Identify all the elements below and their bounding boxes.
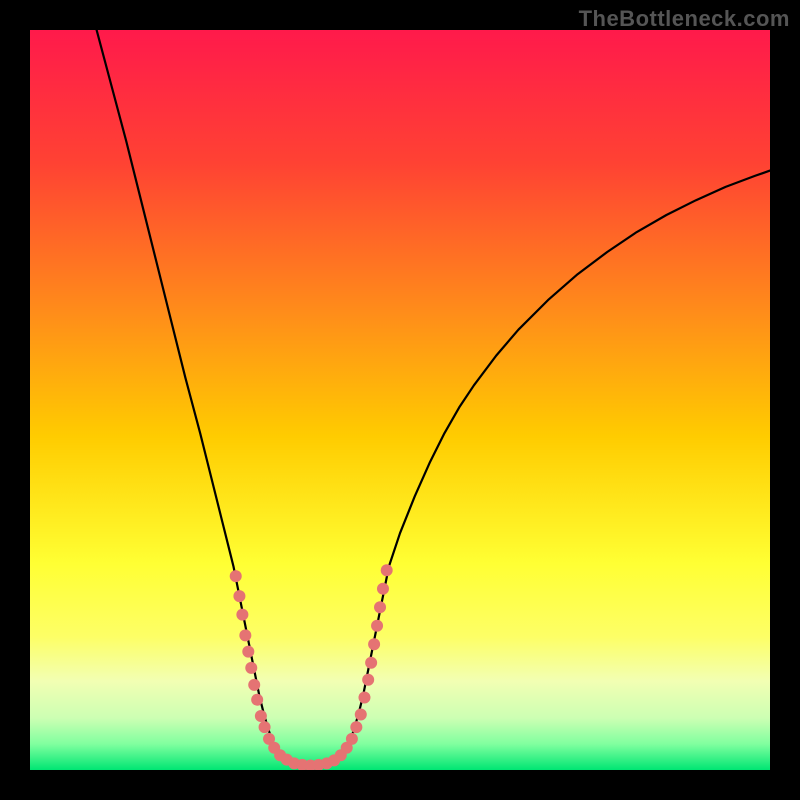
highlight-dot <box>239 629 251 641</box>
highlight-dot <box>346 733 358 745</box>
highlight-dot <box>236 609 248 621</box>
highlight-dot <box>362 674 374 686</box>
highlight-dot <box>355 709 367 721</box>
highlight-dot <box>230 570 242 582</box>
highlight-dot <box>371 620 383 632</box>
highlight-dot <box>242 646 254 658</box>
highlight-dot <box>251 694 263 706</box>
gradient-background <box>30 30 770 770</box>
plot-area <box>30 30 770 770</box>
chart-svg <box>30 30 770 770</box>
highlight-dot <box>245 662 257 674</box>
highlight-dot <box>259 721 271 733</box>
highlight-dot <box>358 691 370 703</box>
highlight-dot <box>365 657 377 669</box>
watermark-text: TheBottleneck.com <box>579 6 790 32</box>
highlight-dot <box>368 638 380 650</box>
highlight-dot <box>381 564 393 576</box>
chart-container: TheBottleneck.com <box>0 0 800 800</box>
highlight-dot <box>255 710 267 722</box>
highlight-dot <box>377 583 389 595</box>
highlight-dot <box>374 601 386 613</box>
highlight-dot <box>350 721 362 733</box>
highlight-dot <box>233 590 245 602</box>
highlight-dot <box>248 679 260 691</box>
